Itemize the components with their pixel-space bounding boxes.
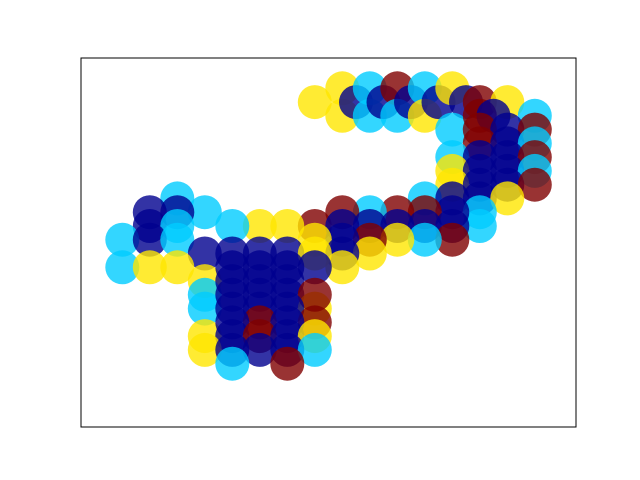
scatter-point-116 xyxy=(297,332,332,367)
scatter-point-118 xyxy=(270,346,305,381)
points-layer xyxy=(105,71,552,381)
scatter-point-62 xyxy=(352,236,387,271)
scatter-point-56 xyxy=(435,222,470,257)
scatter-point-80 xyxy=(160,250,195,285)
scatter-point-75 xyxy=(105,250,140,285)
scatter-point-0 xyxy=(297,85,332,120)
scatter-point-78 xyxy=(187,236,222,271)
scatter-point-83 xyxy=(187,291,222,326)
scatter-point-112 xyxy=(187,332,222,367)
scatter-point-65 xyxy=(270,209,305,243)
scatter-point-74 xyxy=(105,222,140,257)
scatter-point-114 xyxy=(242,332,277,367)
scatter-point-38 xyxy=(517,167,552,202)
scatter-point-68 xyxy=(187,195,222,230)
scatter-point-77 xyxy=(160,222,195,257)
scatter-point-99 xyxy=(297,277,332,312)
plot-frame xyxy=(80,57,577,428)
scatter-point-67 xyxy=(215,209,250,243)
scatter-point-66 xyxy=(242,209,277,243)
scatter-point-64 xyxy=(325,250,360,285)
scatter-point-76 xyxy=(132,222,167,257)
scatter-point-117 xyxy=(215,346,250,381)
scatter-point-57 xyxy=(407,222,442,257)
scatter-point-79 xyxy=(132,250,167,285)
scatter-point-44 xyxy=(462,209,497,243)
scatter-point-42 xyxy=(490,181,525,216)
scatter-point-58 xyxy=(380,222,415,257)
scatter-point-18 xyxy=(435,112,470,147)
scatter-point-91 xyxy=(297,250,332,285)
